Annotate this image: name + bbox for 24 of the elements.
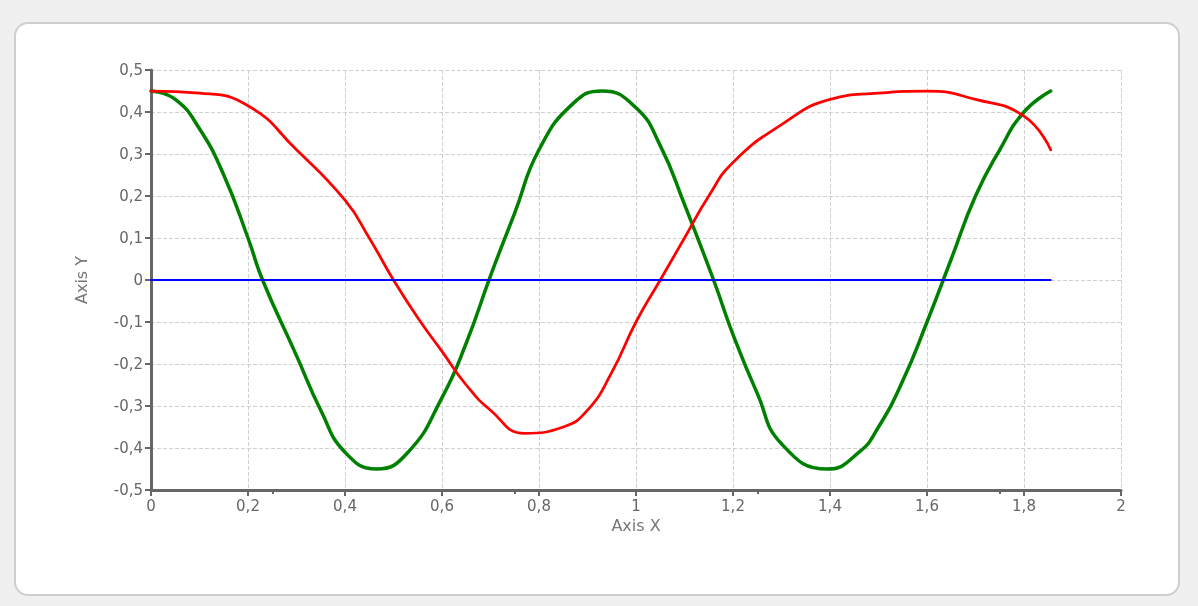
x-tick-label: 0,2 bbox=[236, 496, 260, 515]
x-tick-label: 0,8 bbox=[527, 496, 551, 515]
x-tick-label: 1,6 bbox=[915, 496, 939, 515]
y-tick-label: -0,5 bbox=[113, 481, 143, 499]
y-tick-label: 0,1 bbox=[119, 229, 143, 247]
x-tick-label: 1,8 bbox=[1012, 496, 1036, 515]
x-tick-label: 1 bbox=[631, 496, 641, 515]
x-tick-label: 0,4 bbox=[333, 496, 357, 515]
y-axis-title: Axis Y bbox=[71, 255, 91, 305]
x-tick-label: 2 bbox=[1116, 496, 1126, 515]
y-tick-label: -0,2 bbox=[113, 355, 143, 373]
y-tick-label: 0,4 bbox=[119, 103, 143, 121]
x-tick-label: 0,6 bbox=[430, 496, 454, 515]
y-tick-label: 0,5 bbox=[119, 61, 143, 79]
y-tick-label: -0,3 bbox=[113, 397, 143, 415]
x-axis-title: Axis X bbox=[611, 516, 661, 536]
x-tick-label: 1,4 bbox=[818, 496, 842, 515]
y-tick-label: 0 bbox=[133, 271, 143, 289]
y-tick-label: -0,1 bbox=[113, 313, 143, 331]
x-tick-label: 1,2 bbox=[721, 496, 745, 515]
x-tick-label: 0 bbox=[146, 496, 156, 515]
y-tick-label: 0,3 bbox=[119, 145, 143, 163]
y-tick-label: 0,2 bbox=[119, 187, 143, 205]
y-tick-label: -0,4 bbox=[113, 439, 143, 457]
